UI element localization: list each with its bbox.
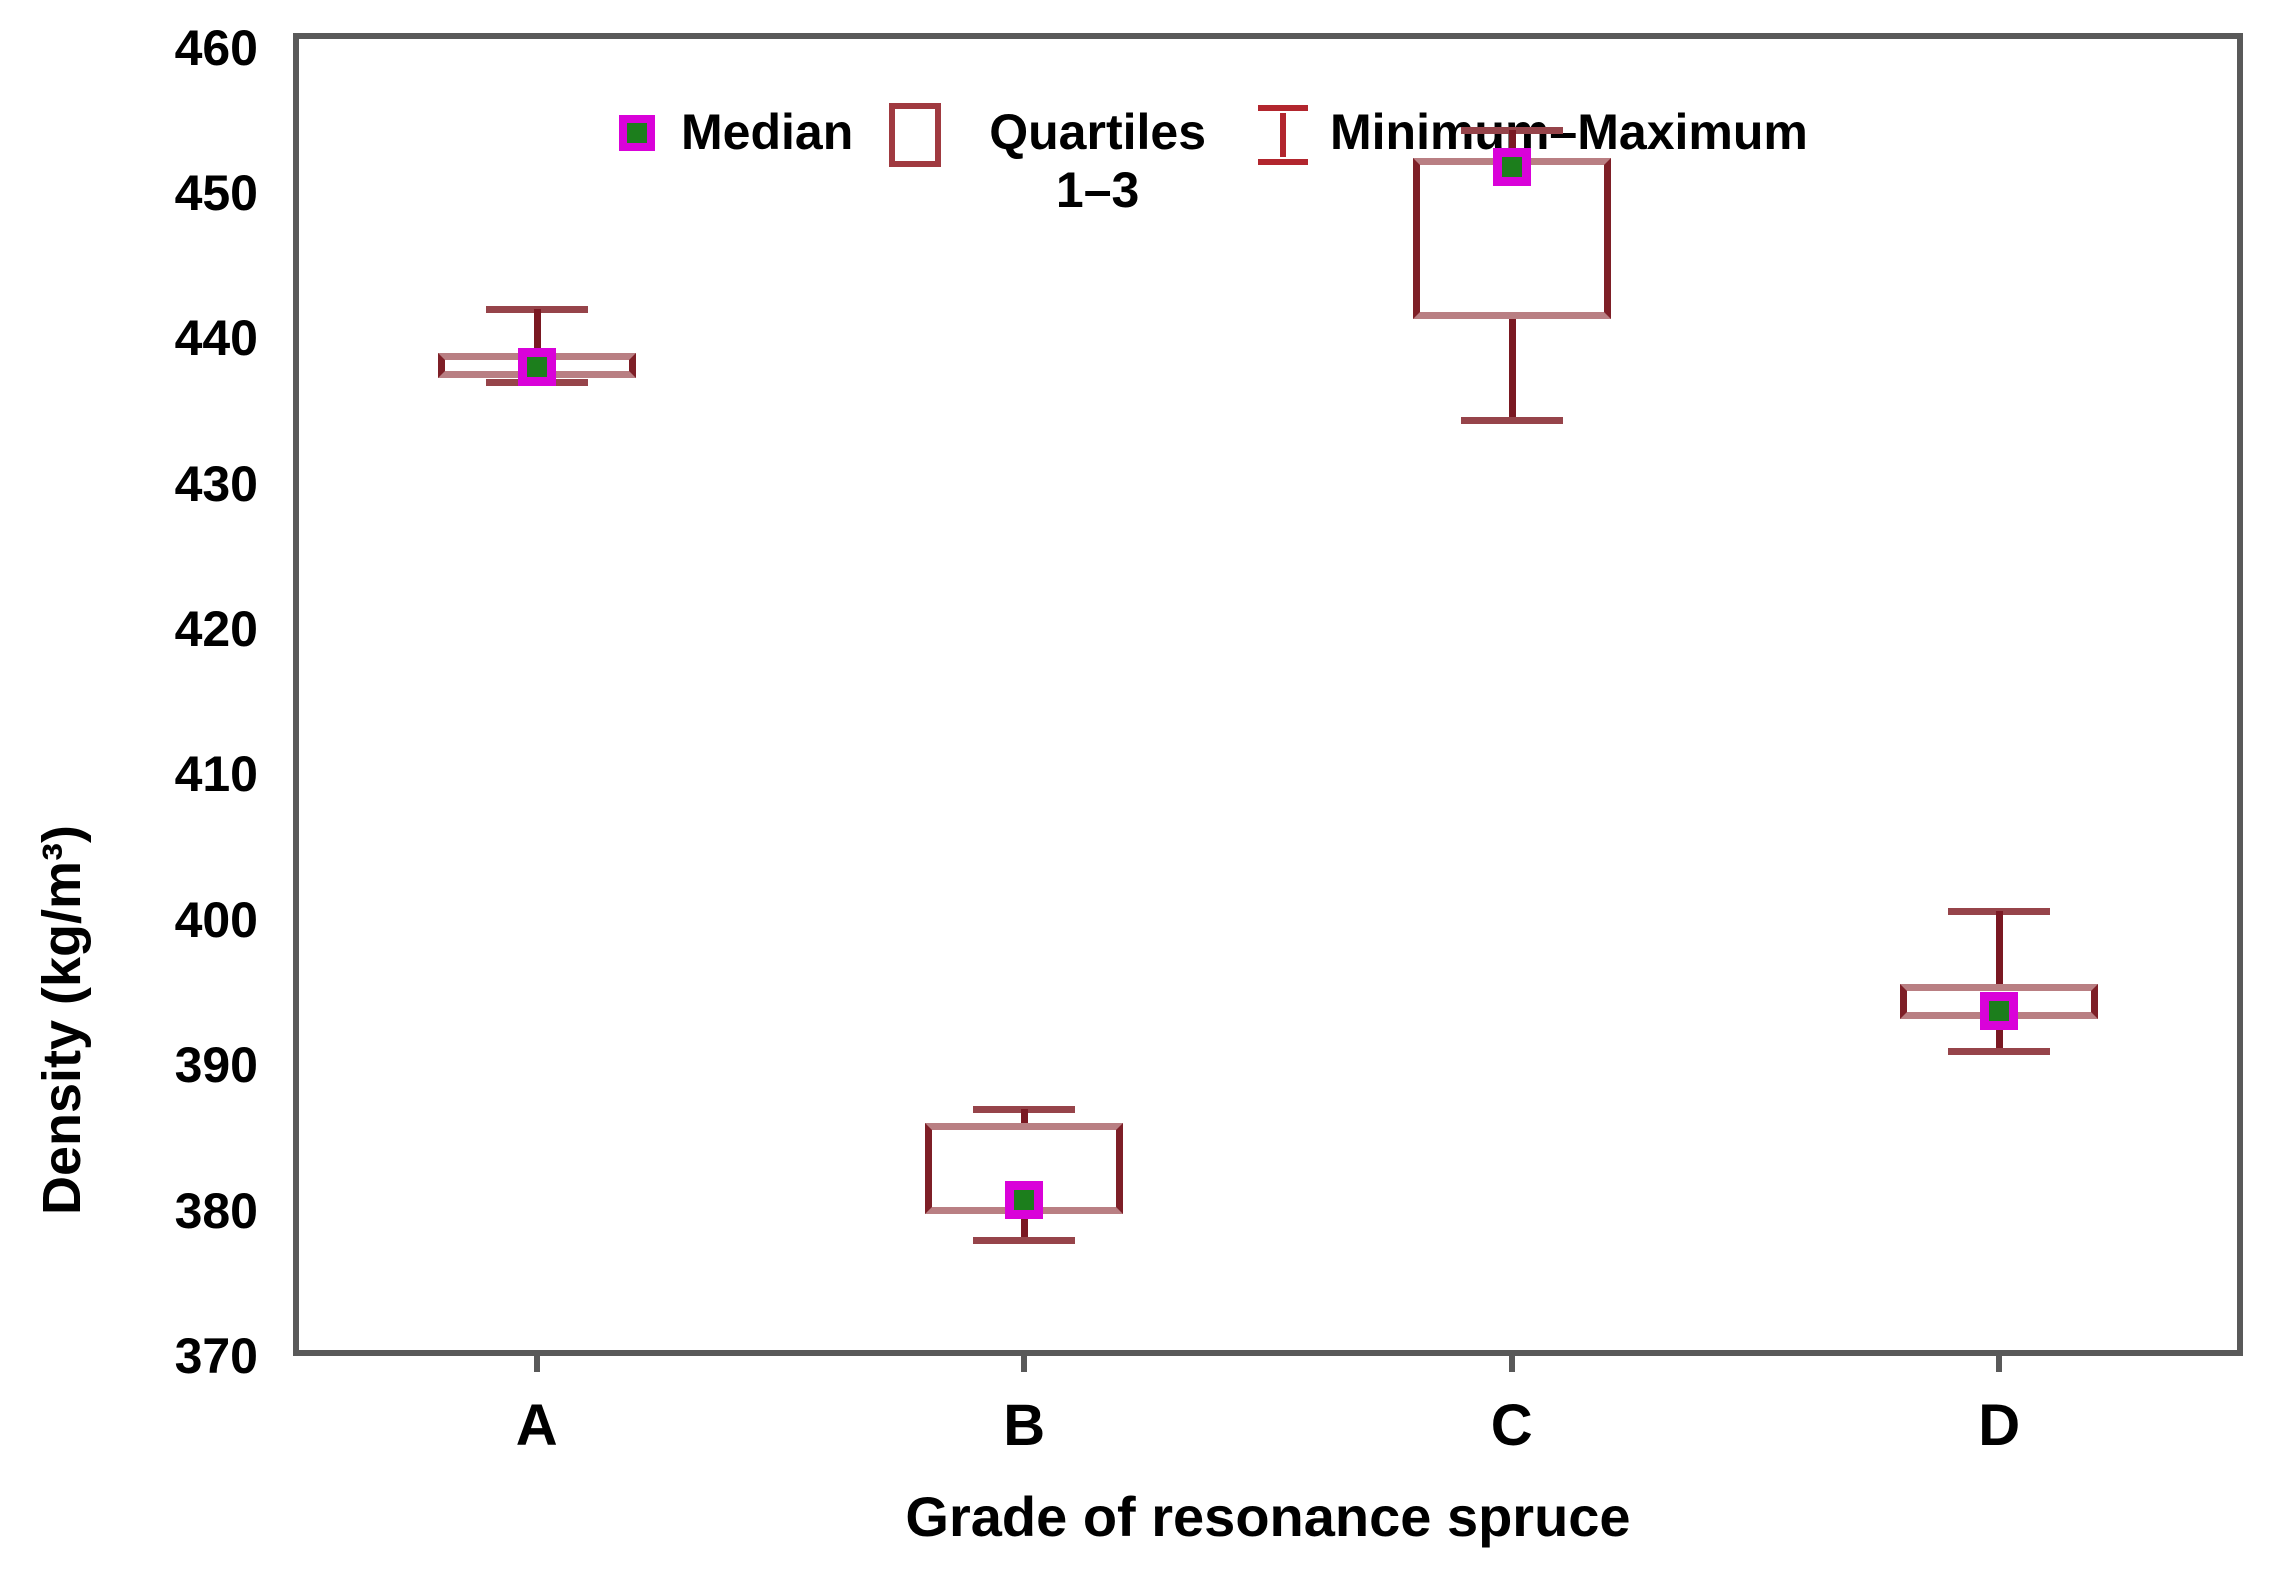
x-tick-mark <box>1508 1356 1515 1372</box>
median-marker-inner-C <box>1501 156 1522 177</box>
whisker-stem-lower-C <box>1508 319 1516 420</box>
whisker-stem-lower-D <box>1996 1018 2004 1051</box>
median-legend-icon <box>619 115 655 151</box>
median-marker-A <box>517 348 556 387</box>
x-tick-mark <box>533 1356 540 1372</box>
whisker-stem-upper-C <box>1508 130 1516 159</box>
legend-quartiles-label: Quartiles 1–3 <box>989 103 1206 219</box>
minmax-legend-cap-top <box>1258 105 1308 111</box>
x-category-label: A <box>515 1393 558 1458</box>
median-marker-inner-B <box>1014 1190 1035 1211</box>
x-category-label: C <box>1490 1393 1533 1458</box>
whisker-cap-min-D <box>1948 1047 2051 1055</box>
y-tick-label: 420 <box>174 601 258 658</box>
y-tick-label: 410 <box>174 746 258 803</box>
median-marker-C <box>1492 147 1531 186</box>
plot-area: Median Quartiles 1–3 Minimum–Maximum <box>293 33 2243 1356</box>
median-marker-D <box>1980 992 2019 1031</box>
y-tick-label: 430 <box>174 455 258 512</box>
minmax-whisker-legend-icon <box>1258 105 1308 165</box>
x-tick-mark <box>1021 1356 1028 1372</box>
x-category-label: D <box>1978 1393 2021 1458</box>
legend-minmax-label: Minimum–Maximum <box>1330 104 1808 160</box>
minmax-legend-stem <box>1280 113 1286 157</box>
median-marker-inner-D <box>1989 1001 2010 1022</box>
quartiles-legend-icon <box>889 103 942 167</box>
whisker-stem-upper-A <box>533 309 541 353</box>
legend-quartiles-line1: Quartiles <box>989 104 1206 160</box>
y-axis-title: Density (kg/m³) <box>32 824 92 1216</box>
x-category-label: B <box>1003 1393 1046 1458</box>
whisker-stem-lower-B <box>1021 1213 1029 1240</box>
legend: Median Quartiles 1–3 Minimum–Maximum <box>619 103 1808 219</box>
x-tick-mark <box>1996 1356 2003 1372</box>
whisker-stem-upper-D <box>1996 911 2004 984</box>
y-tick-label: 460 <box>174 19 258 76</box>
median-legend-icon-inner <box>627 123 647 143</box>
legend-quartiles-line2: 1–3 <box>1055 162 1140 218</box>
median-marker-B <box>1005 1181 1044 1220</box>
median-marker-inner-A <box>526 357 547 378</box>
x-axis-title: Grade of resonance spruce <box>905 1485 1631 1548</box>
y-tick-label: 450 <box>174 164 258 221</box>
whisker-cap-min-C <box>1460 416 1563 424</box>
y-tick-label: 390 <box>174 1037 258 1094</box>
minmax-legend-cap-bottom <box>1258 159 1308 165</box>
whisker-stem-upper-B <box>1021 1108 1029 1124</box>
whisker-cap-min-B <box>973 1236 1076 1244</box>
y-tick-label: 380 <box>174 1182 258 1239</box>
y-tick-label: 400 <box>174 891 258 948</box>
legend-median-label: Median <box>681 104 854 160</box>
plot-frame <box>293 33 2243 1356</box>
y-tick-label: 370 <box>174 1328 258 1384</box>
y-tick-label: 440 <box>174 310 258 367</box>
